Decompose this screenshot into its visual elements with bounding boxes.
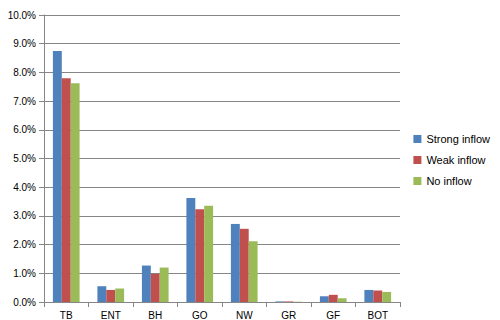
svg-text:GR: GR xyxy=(281,310,296,320)
svg-text:No inflow: No inflow xyxy=(426,175,471,187)
svg-text:3.0%: 3.0% xyxy=(13,210,36,221)
svg-text:6.0%: 6.0% xyxy=(13,124,36,135)
svg-text:5.0%: 5.0% xyxy=(13,153,36,164)
svg-text:ENT: ENT xyxy=(101,310,121,320)
svg-text:1.0%: 1.0% xyxy=(13,268,36,279)
svg-text:2.0%: 2.0% xyxy=(13,239,36,250)
svg-text:TB: TB xyxy=(60,310,73,320)
svg-text:10.0%: 10.0% xyxy=(8,10,36,21)
svg-text:BOT: BOT xyxy=(367,310,388,320)
svg-text:GF: GF xyxy=(326,310,340,320)
svg-text:Weak inflow: Weak inflow xyxy=(426,154,485,166)
svg-text:BH: BH xyxy=(148,310,162,320)
svg-text:4.0%: 4.0% xyxy=(13,182,36,193)
svg-text:8.0%: 8.0% xyxy=(13,67,36,78)
svg-text:0.0%: 0.0% xyxy=(13,297,36,308)
svg-text:NW: NW xyxy=(236,310,253,320)
svg-text:7.0%: 7.0% xyxy=(13,96,36,107)
svg-text:9.0%: 9.0% xyxy=(13,38,36,49)
svg-text:GO: GO xyxy=(192,310,208,320)
svg-text:Strong inflow: Strong inflow xyxy=(426,133,490,145)
